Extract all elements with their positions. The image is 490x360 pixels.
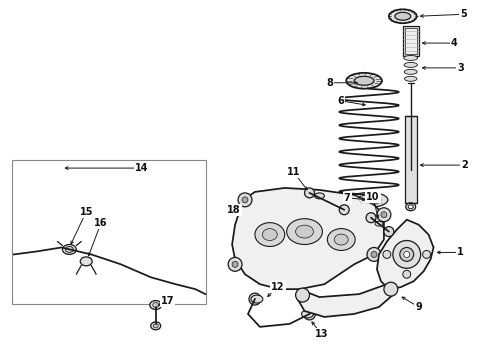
- Circle shape: [238, 193, 252, 207]
- Text: 3: 3: [457, 63, 464, 73]
- Circle shape: [339, 205, 349, 215]
- Ellipse shape: [395, 12, 411, 20]
- Ellipse shape: [350, 192, 388, 207]
- Ellipse shape: [357, 195, 381, 205]
- Ellipse shape: [346, 73, 382, 89]
- Ellipse shape: [389, 9, 416, 23]
- Circle shape: [400, 247, 414, 261]
- Text: 1: 1: [457, 247, 464, 257]
- Ellipse shape: [327, 229, 355, 251]
- Text: 18: 18: [227, 205, 241, 215]
- Ellipse shape: [255, 223, 285, 247]
- Ellipse shape: [406, 203, 416, 211]
- Circle shape: [303, 308, 316, 320]
- Ellipse shape: [301, 310, 314, 318]
- Ellipse shape: [62, 244, 76, 255]
- Circle shape: [295, 288, 310, 302]
- Text: 18: 18: [227, 205, 241, 215]
- Bar: [403, 26, 418, 56]
- Circle shape: [242, 197, 248, 203]
- Polygon shape: [377, 220, 434, 289]
- Text: 13: 13: [315, 329, 328, 339]
- Circle shape: [384, 282, 398, 296]
- Text: 4: 4: [451, 38, 458, 48]
- Ellipse shape: [151, 322, 161, 330]
- Circle shape: [232, 261, 238, 267]
- Circle shape: [366, 213, 376, 223]
- Circle shape: [381, 212, 387, 218]
- Ellipse shape: [375, 221, 383, 226]
- Text: 8: 8: [326, 78, 333, 88]
- Text: 15: 15: [79, 207, 93, 217]
- Ellipse shape: [404, 69, 417, 74]
- Ellipse shape: [153, 324, 158, 328]
- Polygon shape: [232, 188, 384, 289]
- Ellipse shape: [251, 295, 263, 303]
- Circle shape: [367, 247, 381, 261]
- Circle shape: [393, 240, 420, 268]
- Circle shape: [228, 257, 242, 271]
- Circle shape: [377, 208, 391, 222]
- Ellipse shape: [404, 62, 417, 67]
- Ellipse shape: [80, 257, 92, 266]
- Ellipse shape: [287, 219, 322, 244]
- Text: 17: 17: [161, 296, 174, 306]
- Text: 12: 12: [271, 282, 285, 292]
- Ellipse shape: [334, 234, 348, 245]
- Ellipse shape: [295, 225, 314, 238]
- Circle shape: [422, 251, 431, 258]
- Circle shape: [384, 227, 394, 237]
- Bar: [12, 160, 206, 304]
- Text: 2: 2: [461, 160, 467, 170]
- Circle shape: [404, 251, 410, 257]
- Text: 7: 7: [344, 193, 350, 203]
- Text: 6: 6: [337, 96, 343, 105]
- Text: 11: 11: [287, 167, 300, 177]
- Ellipse shape: [65, 247, 74, 252]
- Ellipse shape: [408, 205, 413, 209]
- Text: 10: 10: [366, 192, 380, 202]
- Ellipse shape: [354, 76, 374, 85]
- Text: 5: 5: [460, 9, 466, 19]
- Ellipse shape: [404, 55, 417, 60]
- Ellipse shape: [153, 302, 159, 307]
- Ellipse shape: [405, 76, 417, 81]
- Text: 14: 14: [135, 163, 148, 173]
- Circle shape: [371, 251, 377, 257]
- Circle shape: [403, 270, 411, 278]
- Polygon shape: [297, 284, 394, 317]
- Text: 9: 9: [415, 302, 422, 312]
- Ellipse shape: [262, 229, 277, 240]
- Circle shape: [383, 251, 391, 258]
- Bar: [405, 116, 416, 203]
- Ellipse shape: [150, 301, 162, 310]
- Bar: [405, 28, 416, 54]
- Ellipse shape: [315, 193, 324, 199]
- Circle shape: [305, 188, 315, 198]
- Circle shape: [249, 293, 261, 305]
- Text: 16: 16: [95, 218, 108, 228]
